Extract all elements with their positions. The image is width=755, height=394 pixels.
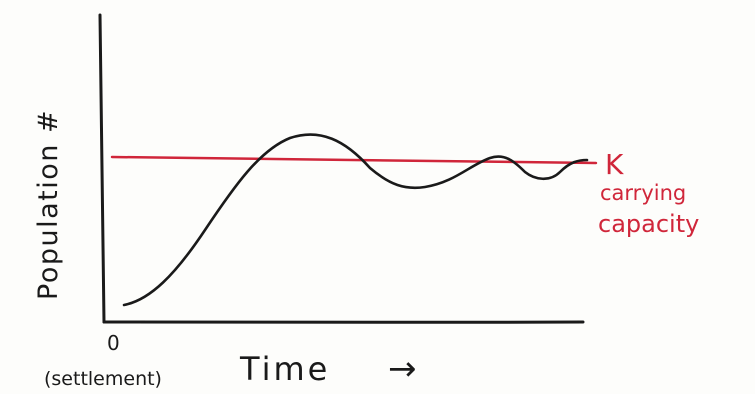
y-axis-label: Population #	[33, 109, 64, 300]
y-axis	[98, 13, 106, 324]
population-curve	[122, 133, 589, 307]
k-label: K	[605, 148, 624, 181]
origin-sublabel: (settlement)	[44, 368, 162, 390]
k-description-line2: capacity	[598, 210, 699, 238]
origin-label: 0	[107, 331, 120, 355]
x-axis-arrow: →	[388, 349, 417, 389]
x-axis-label: Time	[239, 350, 330, 388]
x-axis	[102, 320, 585, 324]
carrying-capacity-line	[110, 155, 598, 165]
k-description-line1: carrying	[600, 181, 686, 205]
